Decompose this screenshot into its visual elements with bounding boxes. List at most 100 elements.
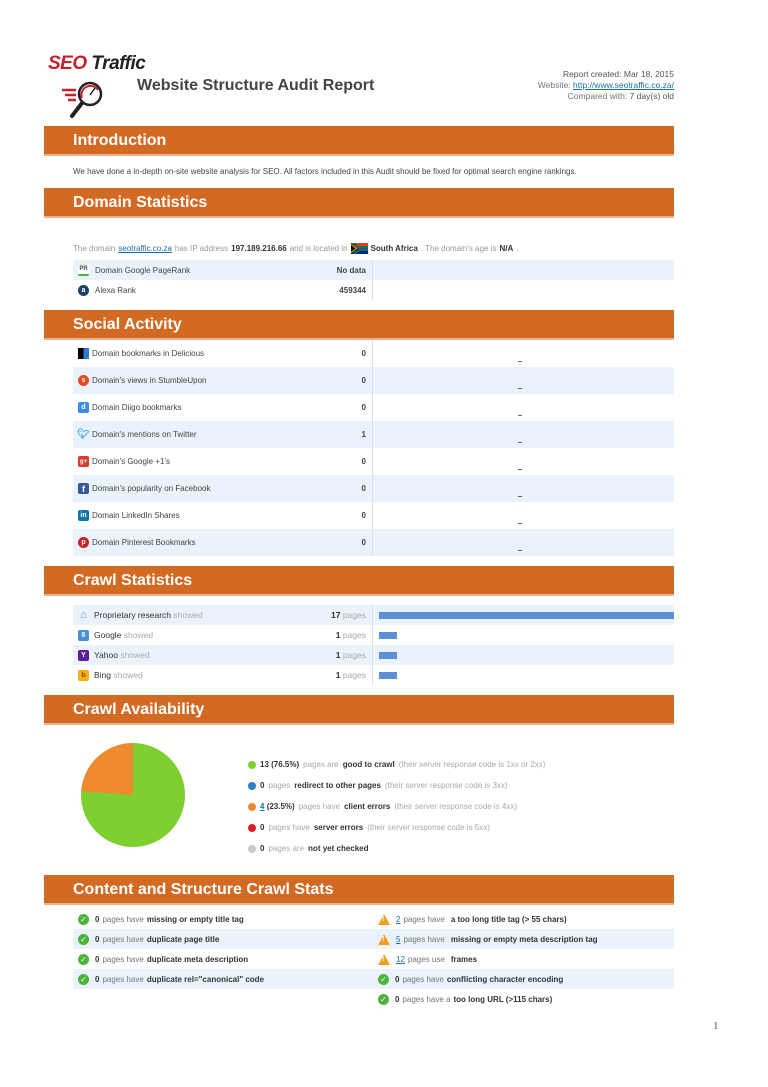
table-row: s Domain's views in StumbleUpon 0	[73, 367, 674, 394]
table-row: p Domain Pinterest Bookmarks 0	[73, 529, 674, 556]
website-link[interactable]: http://www.seotraffic.co.za/	[573, 80, 674, 90]
empty-value-dash	[518, 496, 522, 497]
home-icon: ⌂	[80, 609, 87, 621]
warning-icon	[378, 953, 390, 965]
diigo-icon: d	[78, 402, 89, 413]
crawl-availability: 13 (76.5%) pages are good to crawl (thei…	[44, 725, 674, 875]
table-row: Y Yahoo showed 1 pages	[73, 645, 674, 665]
introduction-text: We have done a in-depth on-site website …	[73, 167, 577, 176]
crawl-statistics-table: ⌂ Proprietary research showed 17 pages 8…	[73, 605, 674, 685]
report-page: SEO Traffic Website Structure Audit Repo…	[44, 0, 674, 1009]
legend-item-redirect: 0 pages redirect to other pages (their s…	[248, 775, 545, 796]
warning-icon	[378, 933, 390, 945]
empty-value-dash	[518, 550, 522, 551]
section-domain-statistics-header: Domain Statistics	[44, 188, 674, 218]
content-stats-left: ✓ 0 pages have missing or empty title tag …	[73, 909, 373, 1009]
section-crawl-availability-header: Crawl Availability	[44, 695, 674, 725]
table-row: d Domain Diigo bookmarks 0	[73, 394, 674, 421]
list-item: ✓ 0 pages have missing or empty title tag	[73, 909, 373, 929]
table-row: in Domain LinkedIn Shares 0	[73, 502, 674, 529]
report-meta: Report created: Mar 18, 2015 Website: ht…	[537, 69, 674, 101]
check-icon: ✓	[378, 993, 389, 1005]
table-row: b Bing showed 1 pages	[73, 665, 674, 685]
section-social-activity-header: Social Activity	[44, 310, 674, 340]
table-row: g+ Domain's Google +1's 0	[73, 448, 674, 475]
domain-age: N/A	[499, 244, 514, 253]
red-dot-icon	[248, 823, 256, 832]
table-row: f Domain's popularity on Facebook 0	[73, 475, 674, 502]
google-plus-icon: g+	[78, 456, 89, 467]
crawl-bar-yahoo	[379, 651, 397, 659]
bing-icon: b	[78, 669, 89, 681]
section-content-structure-header: Content and Structure Crawl Stats	[44, 875, 674, 905]
list-item: ✓ 0 pages have duplicate meta description	[73, 949, 373, 969]
legend-item-not-checked: 0 pages are not yet checked	[248, 838, 545, 859]
table-row: Domain bookmarks in Delicious 0	[73, 340, 674, 367]
list-item: ✓ 0 pages have a too long URL (>115 chars)	[373, 989, 674, 1009]
domain-link[interactable]: seotraffic.co.za	[118, 244, 172, 253]
legend-item-client-errors: 4 (23.5%) pages have client errors (thei…	[248, 796, 545, 817]
check-icon: ✓	[78, 973, 89, 985]
empty-value-dash	[518, 442, 522, 443]
delicious-icon	[78, 348, 89, 359]
seo-traffic-logo: SEO Traffic	[48, 53, 146, 123]
stumbleupon-icon: s	[78, 375, 89, 386]
empty-value-dash	[518, 415, 522, 416]
missing-meta-link[interactable]: 5	[396, 934, 401, 944]
content-stats-grid: ✓ 0 pages have missing or empty title tag …	[73, 909, 674, 1009]
blue-dot-icon	[248, 781, 256, 790]
crawl-bar-bing	[379, 671, 397, 679]
country: South Africa	[370, 244, 418, 253]
table-row: a Alexa Rank 459344	[73, 280, 674, 300]
legend-item-server-errors: 0 pages have server errors (their server…	[248, 817, 545, 838]
alexa-icon: a	[78, 284, 89, 296]
gray-dot-icon	[248, 844, 256, 853]
domain-stats-table: PR Domain Google PageRank No data a Alex…	[73, 260, 674, 300]
crawl-bar-google	[379, 631, 397, 639]
linkedin-icon: in	[78, 510, 89, 521]
list-item: ✓ 0 pages have conflicting character encod…	[373, 969, 674, 989]
table-row: PR Domain Google PageRank No data	[73, 260, 674, 280]
report-title: Website Structure Audit Report	[137, 77, 375, 94]
twitter-icon: 🐦︎	[77, 429, 90, 440]
table-row: 8 Google showed 1 pages	[73, 625, 674, 645]
yahoo-icon: Y	[78, 649, 89, 661]
green-dot-icon	[248, 760, 256, 769]
google-icon: 8	[78, 629, 89, 641]
legend-item-good: 13 (76.5%) pages are good to crawl (thei…	[248, 754, 545, 775]
table-row: ⌂ Proprietary research showed 17 pages	[73, 605, 674, 625]
crawl-bar-proprietary	[379, 611, 674, 619]
table-row: 🐦︎ Domain's mentions on Twitter 1	[73, 421, 674, 448]
check-icon: ✓	[78, 953, 89, 965]
crawl-availability-pie-chart	[81, 743, 185, 847]
south-africa-flag-icon	[350, 243, 368, 254]
page-number: 1	[713, 1020, 719, 1032]
check-icon: ✓	[378, 973, 389, 985]
empty-value-dash	[518, 523, 522, 524]
warning-icon	[378, 913, 390, 925]
long-title-link[interactable]: 2	[396, 914, 401, 924]
magnifier-gauge-icon	[62, 81, 103, 118]
facebook-icon: f	[78, 483, 89, 494]
frames-link[interactable]: 12	[396, 954, 405, 964]
section-introduction-header: Introduction	[44, 126, 674, 156]
report-header: SEO Traffic Website Structure Audit Repo…	[44, 0, 674, 126]
orange-dot-icon	[248, 802, 256, 811]
report-date: Mar 18, 2015	[623, 69, 674, 79]
list-item: ✓ 0 pages have duplicate rel="canonical" c…	[73, 969, 373, 989]
social-activity-table: Domain bookmarks in Delicious 0 s Domain…	[73, 340, 674, 556]
check-icon: ✓	[78, 913, 89, 925]
ip-address: 197.189.216.66	[231, 244, 287, 253]
check-icon: ✓	[78, 933, 89, 945]
empty-value-dash	[518, 388, 522, 389]
pie-legend: 13 (76.5%) pages are good to crawl (thei…	[248, 754, 545, 859]
pagerank-icon: PR	[78, 264, 89, 276]
client-errors-link[interactable]: 4	[260, 802, 265, 811]
domain-summary: The domain seotraffic.co.za has IP addre…	[73, 243, 519, 254]
pinterest-icon: p	[78, 537, 89, 548]
list-item: ✓ 0 pages have duplicate page title	[73, 929, 373, 949]
